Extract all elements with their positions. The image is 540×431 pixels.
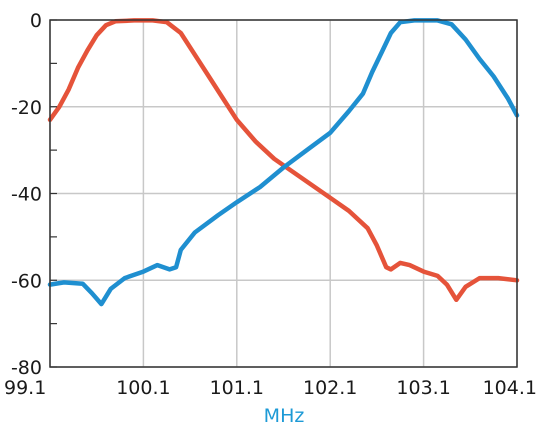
x-tick-label: 102.1: [303, 377, 357, 399]
x-tick-label: 100.1: [116, 377, 170, 399]
y-tick-label: -20: [11, 97, 42, 119]
y-tick-labels: 0 -20 -40 -60 -80: [11, 10, 42, 379]
y-tick-label: 0: [30, 10, 42, 32]
y-tick-label: -60: [11, 270, 42, 292]
x-tick-label: 99.1: [4, 377, 46, 399]
series-layer: [47, 18, 520, 307]
x-tick-label: 104.1: [483, 377, 537, 399]
grid: [49, 19, 518, 368]
y-tick-label: -80: [11, 357, 42, 379]
y-minor-ticks: [50, 19, 57, 368]
series-line-1: [47, 18, 520, 303]
x-tick-label: 103.1: [396, 377, 450, 399]
series-line-2: [47, 18, 520, 307]
x-tick-labels: 99.1 100.1 101.1 102.1 103.1 104.1: [4, 377, 537, 399]
x-tick-label: 101.1: [210, 377, 264, 399]
x-axis-title: MHz: [264, 405, 305, 427]
y-tick-label: -40: [11, 184, 42, 206]
